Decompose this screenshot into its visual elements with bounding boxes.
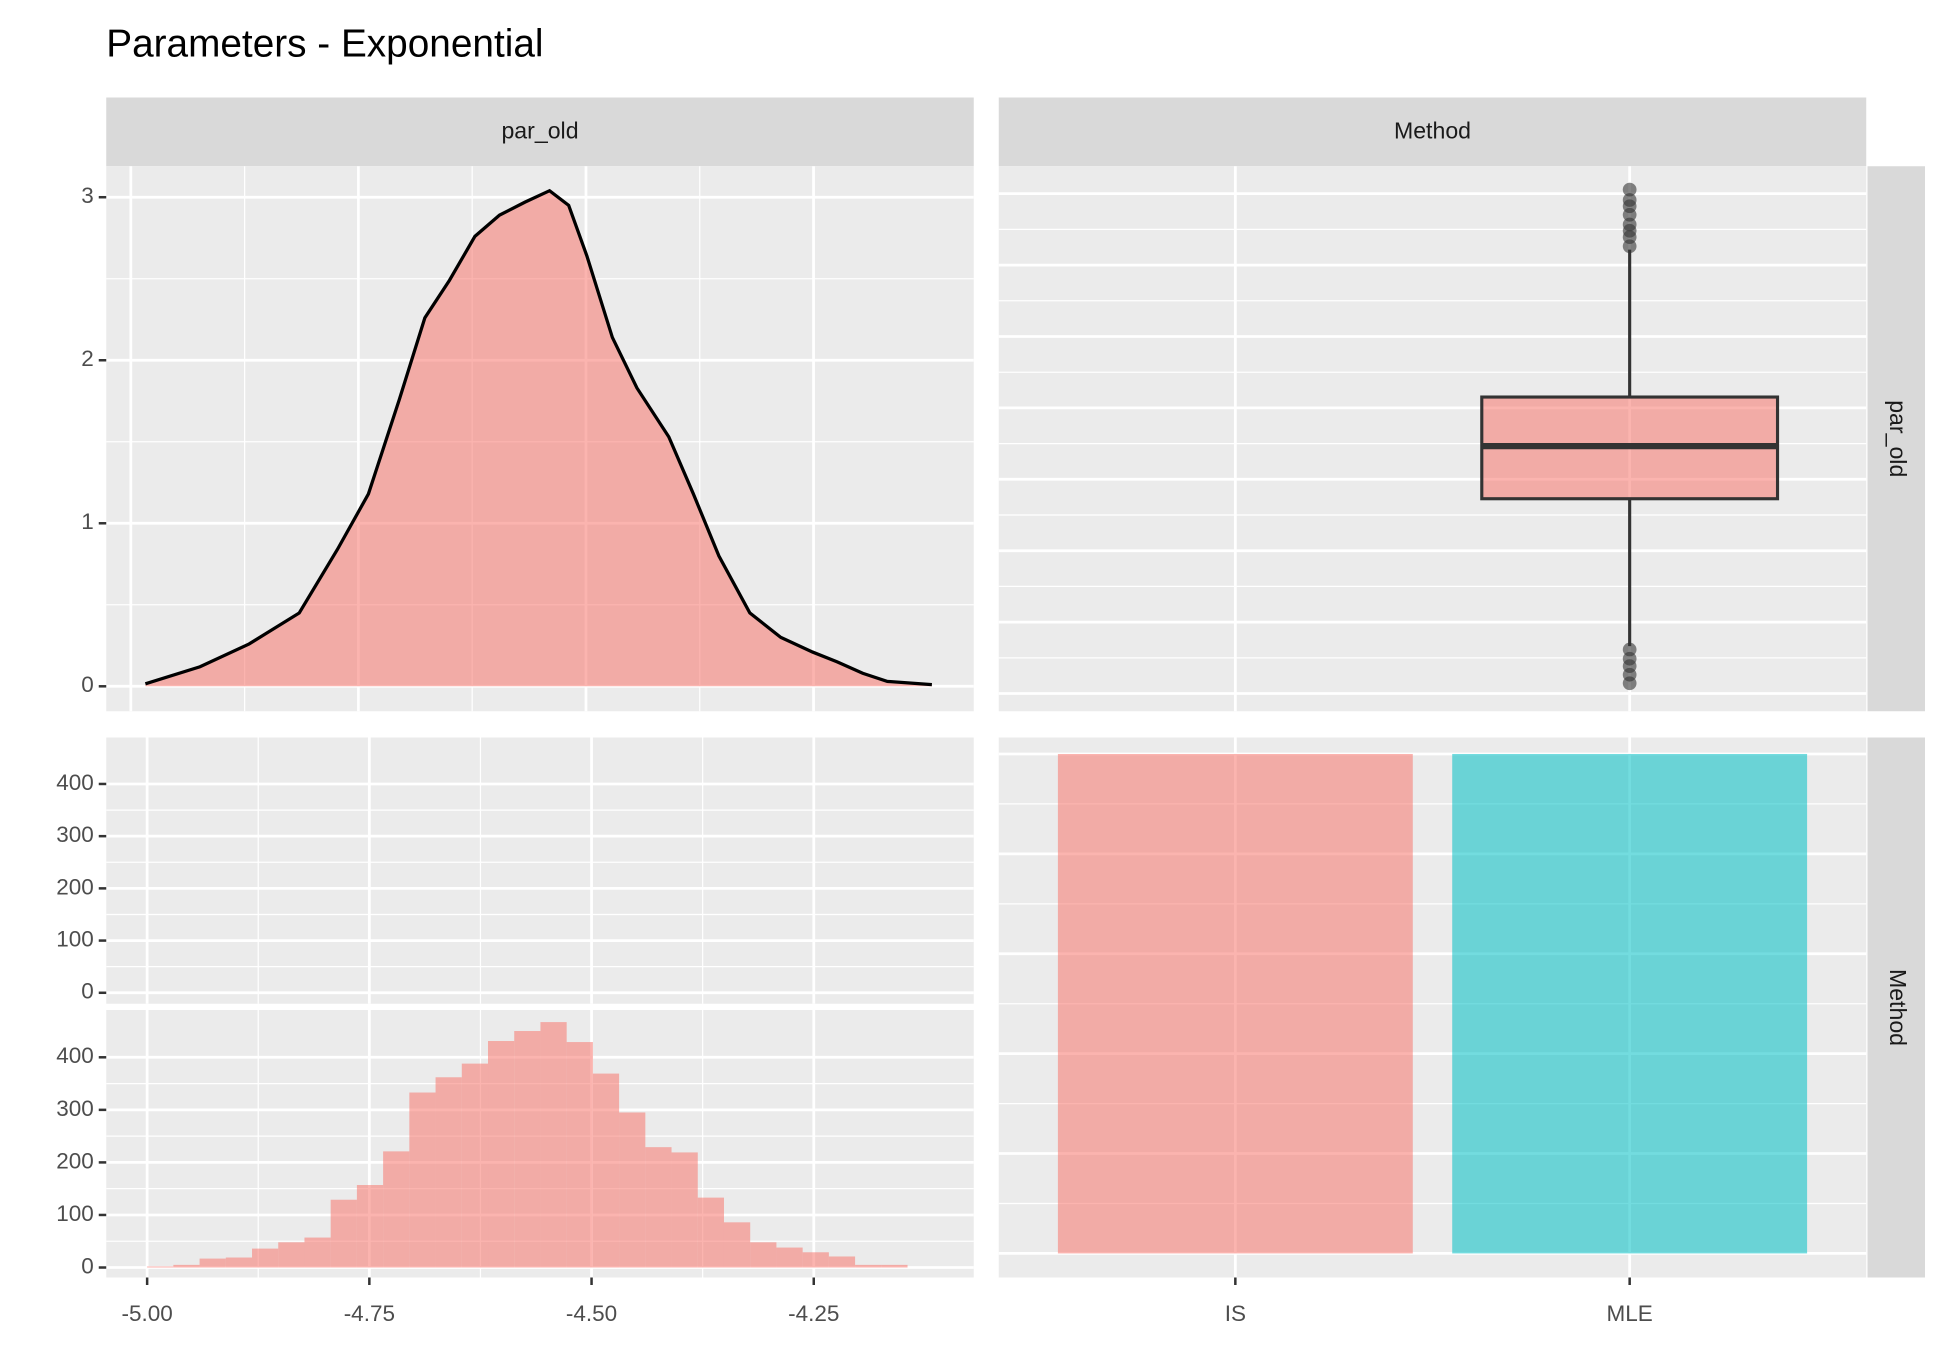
histogram-bar [278,1242,305,1268]
y-tick-label: 0 [81,1253,94,1278]
strip-label: par_old [501,118,578,144]
histogram-bar [697,1197,724,1268]
histogram-bar [199,1258,226,1268]
strip-background [998,97,1867,167]
y-tick-label: 100 [56,1201,94,1226]
histogram-bar [383,1151,410,1268]
y-tick-label: 2 [81,346,94,371]
histogram-bar [409,1092,436,1268]
x-tick-label: -4.50 [566,1301,617,1326]
y-tick-label: 200 [56,1148,94,1173]
histogram-bar [488,1041,515,1268]
histogram-bar [645,1147,672,1268]
y-tick-label: 400 [56,1043,94,1068]
bar [1452,753,1808,1254]
histogram-bar [619,1112,646,1268]
histogram-bar [435,1077,462,1268]
histogram-bar [802,1252,829,1268]
strip-background [106,97,974,167]
strip-label: Method [1394,118,1471,144]
y-tick-label: 300 [56,1096,94,1121]
histogram-bar [540,1022,567,1268]
chart-title: Parameters - Exponential [106,22,543,65]
x-tick-label: -4.75 [344,1301,395,1326]
histogram-bar [461,1063,489,1268]
histogram-bar [828,1256,856,1268]
histogram-bar [855,1264,882,1268]
strip-background [1867,166,1925,712]
y-tick-label: 300 [56,822,94,847]
outlier [1622,182,1637,197]
histogram-bar [750,1242,777,1268]
histogram-bar [671,1152,698,1268]
y-tick-label: 3 [81,183,94,208]
histogram-bar [173,1264,200,1268]
histogram-bar [881,1264,908,1268]
histogram-bar [225,1257,253,1268]
y-tick-label: 0 [81,672,94,697]
x-tick-label: MLE [1607,1301,1653,1326]
strip-label: par_old [1885,400,1911,477]
histogram-bar [566,1042,593,1268]
y-tick-label: 200 [56,874,94,899]
x-tick-label: IS [1225,1301,1246,1326]
bar [1057,753,1413,1254]
histogram-bar [252,1248,279,1268]
outlier [1622,676,1637,691]
panel-background [106,737,974,1004]
histogram-bar [147,1266,174,1268]
x-tick-label: -5.00 [121,1301,172,1326]
y-tick-label: 400 [56,770,94,795]
histogram-bar [776,1247,803,1268]
density-line [144,188,932,687]
y-tick-label: 100 [56,927,94,952]
histogram-bar [723,1222,751,1268]
histogram-bar [356,1185,384,1268]
histogram-bar [330,1199,357,1268]
y-tick-label: 1 [81,509,94,534]
histogram-bar [514,1031,541,1268]
strip-background [1867,737,1925,1278]
y-tick-label: 0 [81,979,94,1004]
outlier [1622,193,1637,207]
density-area [145,190,932,687]
histogram-bar [304,1237,331,1268]
histogram-bar [592,1073,620,1268]
x-tick-label: -4.25 [788,1301,839,1326]
strip-label: Method [1885,969,1911,1046]
outlier [1622,217,1637,232]
